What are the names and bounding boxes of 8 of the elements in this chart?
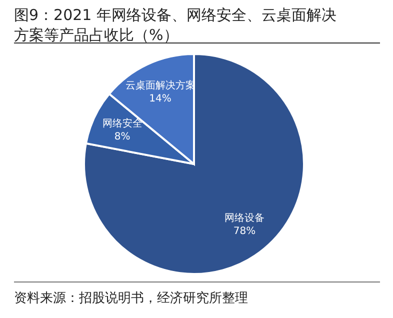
data-label: 78% — [233, 226, 256, 238]
slice-label: 网络设备 — [224, 212, 264, 224]
data-label: 8% — [114, 131, 130, 142]
pie-slice — [83, 53, 305, 275]
slice-label: 网络安全 — [102, 117, 142, 130]
text: 资料来源：招股说明书，经济研究所整理 — [14, 291, 248, 306]
data-label: 14% — [149, 93, 172, 104]
chart-title: 图9：2021 年网络设备、网络安全、云桌面解决方案等产品占收比（%） — [14, 6, 336, 44]
